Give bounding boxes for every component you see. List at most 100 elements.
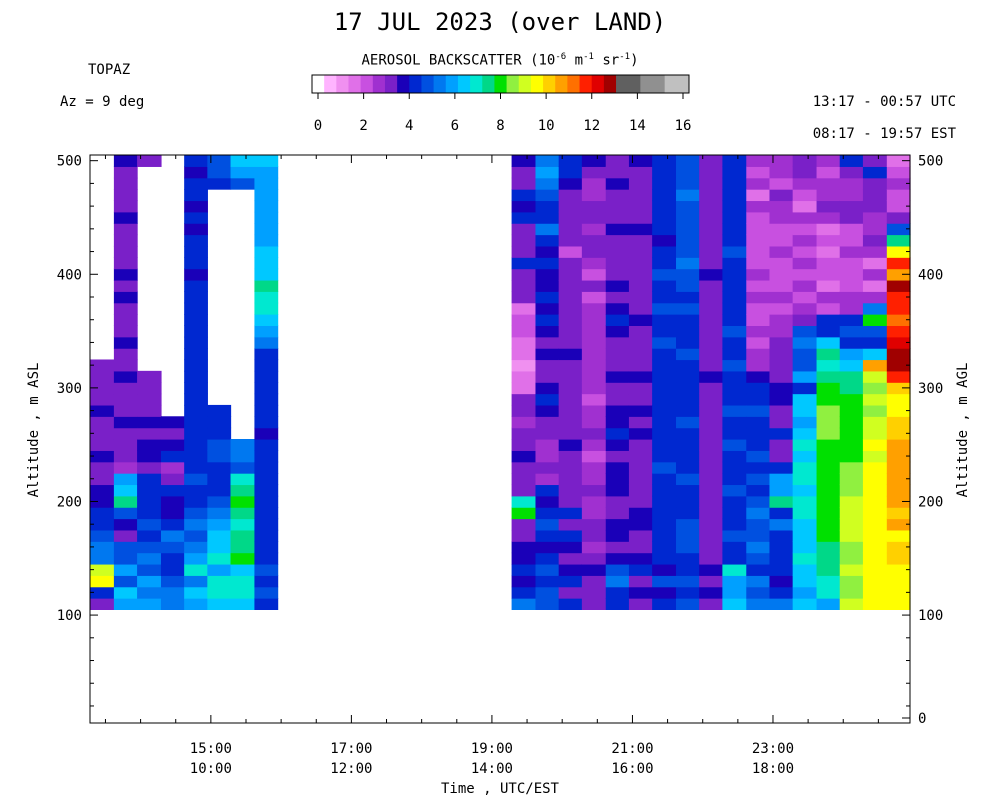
- heatmap-cell: [839, 507, 864, 520]
- heatmap-cell: [535, 177, 560, 190]
- heatmap-cell: [90, 461, 115, 474]
- heatmap-cell: [769, 211, 794, 224]
- heatmap-cell: [160, 461, 185, 474]
- heatmap-cell: [886, 200, 911, 213]
- heatmap-cell: [558, 518, 583, 531]
- heatmap-cell: [722, 529, 747, 542]
- x-tick-label-est: 14:00: [471, 761, 513, 777]
- heatmap-cell: [254, 529, 279, 542]
- heatmap-cell: [254, 189, 279, 202]
- heatmap-cell: [230, 518, 256, 531]
- heatmap-cell: [746, 404, 771, 417]
- heatmap-cell: [581, 473, 607, 486]
- heatmap-cell: [605, 495, 630, 508]
- heatmap-cell: [652, 552, 677, 565]
- heatmap-cell: [816, 211, 841, 224]
- heatmap-cell: [769, 336, 794, 349]
- heatmap-cell: [511, 473, 537, 486]
- heatmap-cell: [792, 518, 818, 531]
- heatmap-cell: [769, 325, 794, 338]
- heatmap-cell: [839, 416, 864, 429]
- heatmap-cell: [722, 211, 747, 224]
- heatmap-cell: [792, 598, 818, 610]
- heatmap-cell: [652, 223, 677, 236]
- heatmap-cell: [558, 279, 583, 292]
- heatmap-cell: [886, 563, 911, 576]
- heatmap-cell: [699, 223, 723, 236]
- heatmap-cell: [90, 370, 115, 383]
- colorbar-tick-label: 4: [405, 118, 413, 134]
- heatmap-cell: [230, 177, 256, 190]
- heatmap-cell: [792, 211, 818, 224]
- heatmap-cell: [769, 552, 794, 565]
- heatmap-cell: [886, 336, 911, 349]
- heatmap-cell: [558, 223, 583, 236]
- heatmap-cell: [722, 302, 747, 315]
- heatmap-cell: [113, 245, 138, 258]
- heatmap-cell: [113, 563, 138, 576]
- heatmap-cell: [816, 461, 841, 474]
- heatmap-cell: [816, 200, 841, 213]
- heatmap-cell: [652, 575, 677, 588]
- heatmap-cell: [816, 177, 841, 190]
- heatmap-cell: [652, 393, 677, 406]
- heatmap-cell: [254, 279, 279, 292]
- heatmap-cell: [184, 268, 208, 281]
- heatmap-cell: [699, 382, 723, 395]
- heatmap-cell: [581, 370, 607, 383]
- heatmap-cell: [605, 291, 630, 304]
- heatmap-cell: [605, 484, 630, 497]
- heatmap-cell: [137, 370, 162, 383]
- heatmap-cell: [839, 234, 864, 247]
- heatmap-cell: [207, 473, 232, 486]
- heatmap-cell: [254, 575, 279, 588]
- heatmap-cell: [184, 541, 208, 554]
- heatmap-cell: [676, 507, 700, 520]
- heatmap-cell: [511, 495, 537, 508]
- y-left-axis-label: Altitude , m ASL: [26, 363, 42, 498]
- colorbar-tick-label: 12: [583, 118, 600, 134]
- heatmap-cell: [113, 598, 138, 610]
- heatmap-cell: [886, 586, 911, 599]
- heatmap-cell: [676, 416, 700, 429]
- colorbar-segment: [421, 75, 435, 93]
- heatmap-cell: [254, 166, 279, 179]
- heatmap-cell: [90, 450, 115, 463]
- heatmap-cell: [628, 336, 653, 349]
- heatmap-cell: [160, 529, 185, 542]
- heatmap-cell: [511, 257, 537, 270]
- heatmap-cell: [207, 563, 232, 576]
- heatmap-cell: [605, 404, 630, 417]
- heatmap-cell: [628, 439, 653, 451]
- heatmap-cell: [792, 404, 818, 417]
- heatmap-cell: [746, 518, 771, 531]
- heatmap-cell: [886, 575, 911, 588]
- heatmap-cell: [605, 155, 630, 167]
- heatmap-cell: [628, 461, 653, 474]
- heatmap-cell: [816, 393, 841, 406]
- heatmap-cell: [676, 473, 700, 486]
- heatmap-cell: [862, 211, 888, 224]
- colorbar-segment: [482, 75, 495, 93]
- heatmap-cell: [581, 234, 607, 247]
- heatmap-cell: [113, 586, 138, 599]
- heatmap-cell: [862, 257, 888, 270]
- heatmap-cell: [769, 461, 794, 474]
- heatmap-cell: [207, 461, 232, 474]
- heatmap-cell: [254, 439, 279, 451]
- heatmap-cell: [839, 598, 864, 610]
- heatmap-cell: [605, 552, 630, 565]
- heatmap-cell: [746, 484, 771, 497]
- heatmap-cell: [816, 359, 841, 372]
- heatmap-cell: [184, 166, 208, 179]
- heatmap-cell: [605, 450, 630, 463]
- heatmap-cell: [511, 586, 537, 599]
- heatmap-cell: [254, 325, 279, 338]
- colorbar-segment: [664, 75, 678, 93]
- heatmap-cell: [581, 291, 607, 304]
- heatmap-cell: [839, 427, 864, 440]
- heatmap-cell: [628, 393, 653, 406]
- heatmap-cell: [254, 404, 279, 417]
- heatmap-cell: [581, 586, 607, 599]
- heatmap-cell: [839, 404, 864, 417]
